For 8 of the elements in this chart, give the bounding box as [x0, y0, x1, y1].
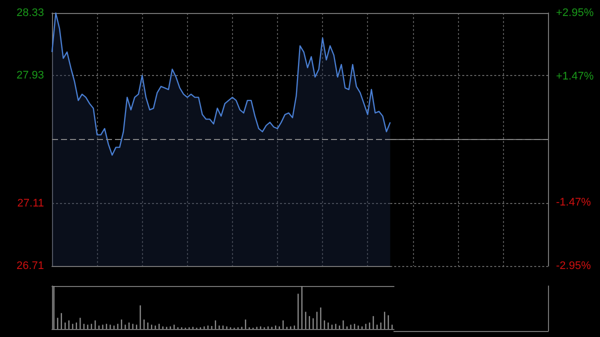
y2-tick-label: -2.95% [556, 260, 592, 272]
y-tick-label: 27.11 [17, 198, 44, 210]
y2-tick-label: +2.95% [556, 7, 594, 19]
y-tick-label: 26.71 [16, 260, 44, 272]
y-tick-label: 28.33 [16, 7, 44, 19]
y-tick-label: 27.93 [16, 69, 44, 82]
y2-tick-label: +1.47% [556, 70, 594, 82]
y2-tick-label: -1.47% [556, 196, 592, 209]
